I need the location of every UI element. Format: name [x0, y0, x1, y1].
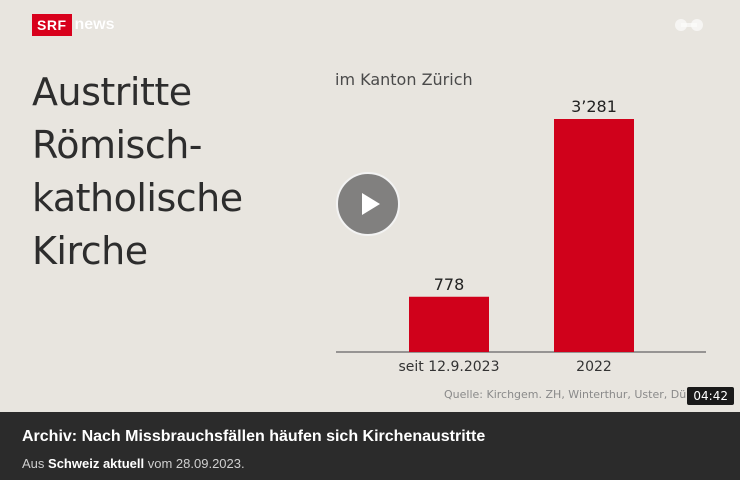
headline-line: katholische [32, 176, 243, 220]
share-icon[interactable] [672, 14, 706, 36]
category-label: seit 12.9.2023 [399, 359, 500, 375]
headline-line: Austritte [32, 70, 192, 114]
chart-bar [554, 119, 634, 352]
chart-bar [409, 296, 489, 352]
chart-subtitle: im Kanton Zürich [335, 70, 473, 89]
bar-value-label: 3’281 [571, 97, 617, 116]
caption-program-link[interactable]: Schweiz aktuell [48, 456, 145, 471]
caption-meta: Aus Schweiz aktuell vom 28.09.2023. [22, 456, 245, 471]
headline-line: Kirche [32, 229, 148, 273]
play-icon [362, 193, 380, 215]
play-button[interactable] [336, 172, 400, 236]
srf-news-logo: SRF news [32, 14, 115, 36]
caption-prefix: Aus [22, 456, 45, 471]
caption-title[interactable]: Archiv: Nach Missbrauchsfällen häufen si… [22, 428, 486, 445]
source-note: Quelle: Kirchgem. ZH, Winterthur, Uster,… [444, 388, 692, 401]
caption-date: vom 28.09.2023. [147, 456, 245, 471]
bar-value-label: 778 [434, 275, 465, 294]
video-caption: Archiv: Nach Missbrauchsfällen häufen si… [0, 412, 740, 480]
bar-chart: 778 seit 12.9.2023 3’281 2022 [336, 97, 706, 375]
duration-badge: 04:42 [687, 387, 734, 405]
logo-news: news [74, 16, 115, 33]
category-label: 2022 [576, 359, 612, 375]
video-player[interactable]: SRF news Austritte Römisch- katholische … [0, 0, 740, 412]
video-headline: Austritte Römisch- katholische Kirche [32, 66, 322, 278]
headline-line: Römisch- [32, 123, 203, 167]
logo-srf: SRF [32, 14, 72, 36]
